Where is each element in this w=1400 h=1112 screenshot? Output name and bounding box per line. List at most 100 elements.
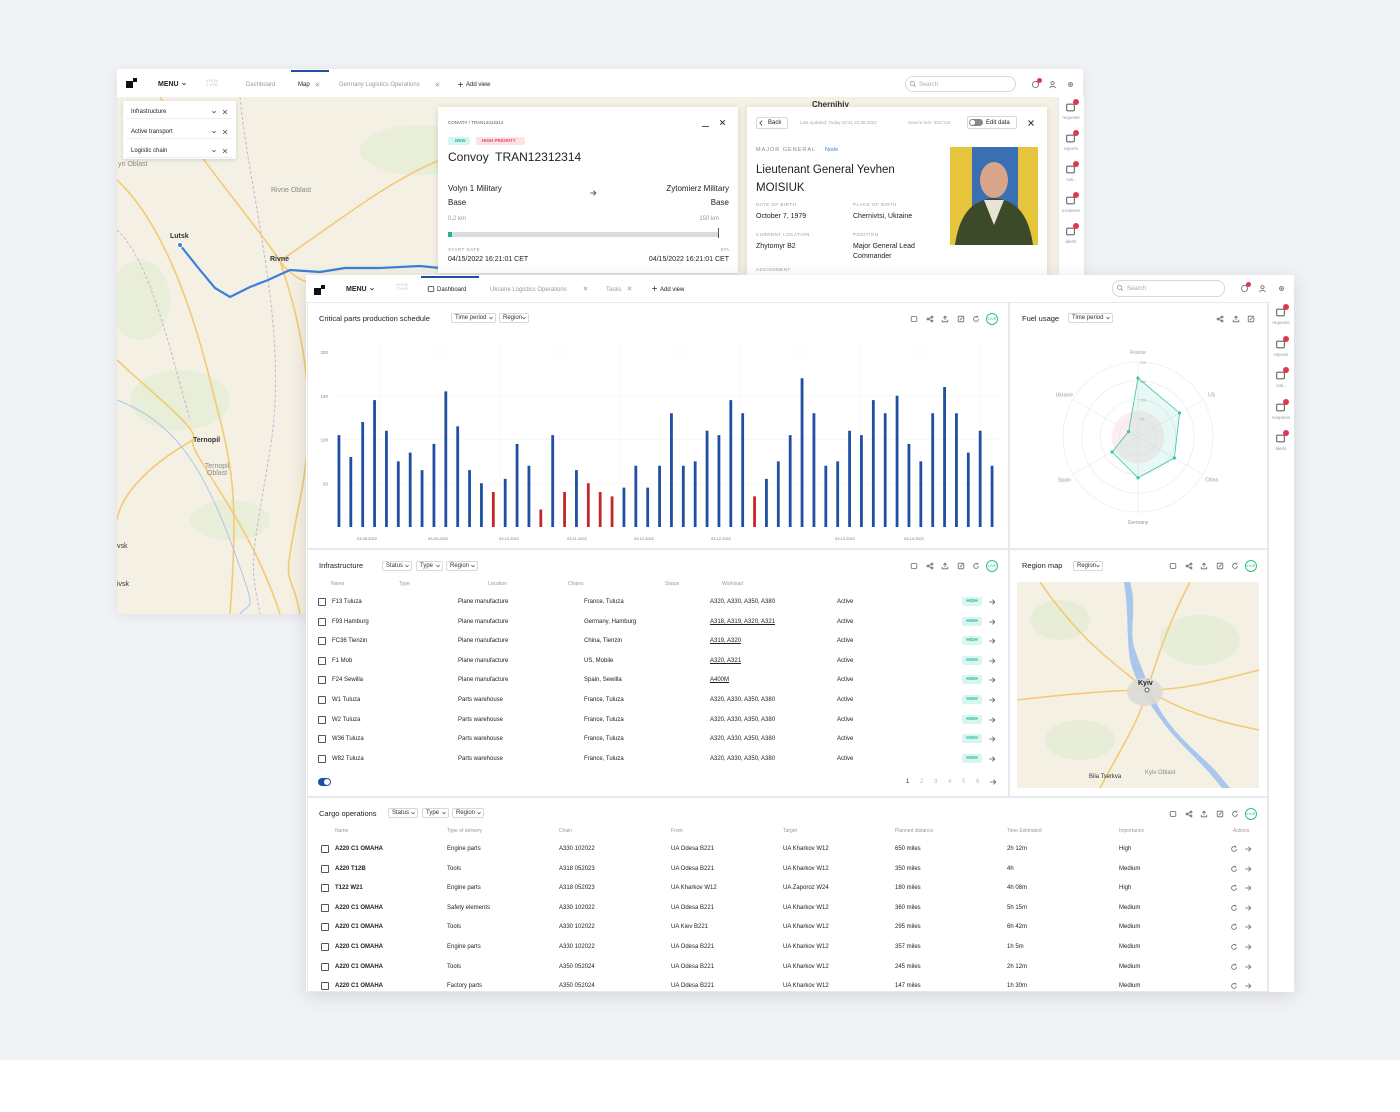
box-icon[interactable] <box>427 285 435 293</box>
share-icon[interactable] <box>1185 810 1193 818</box>
row-arrow[interactable] <box>988 637 996 645</box>
checkbox[interactable] <box>318 754 326 763</box>
add-view[interactable]: Add view <box>466 82 491 88</box>
dropdown-label[interactable]: Region <box>503 315 523 321</box>
dropdown[interactable] <box>499 313 529 323</box>
sidebar-icon[interactable] <box>1065 195 1076 206</box>
caret-icon[interactable] <box>180 80 188 88</box>
search-placeholder[interactable]: Search <box>1127 286 1147 292</box>
caret-icon[interactable] <box>210 128 218 136</box>
sidebar-label[interactable]: requests <box>1272 320 1290 325</box>
checkbox[interactable] <box>318 696 326 704</box>
sidebar-icon[interactable] <box>1275 402 1286 413</box>
dropdown-label[interactable]: Status <box>386 563 404 569</box>
sidebar-label[interactable]: noti.. <box>1276 383 1286 388</box>
checkbox[interactable] <box>321 982 329 991</box>
row-action[interactable] <box>1230 963 1238 971</box>
page-number[interactable]: 4 <box>948 779 952 785</box>
node-link[interactable]: Node <box>825 147 839 153</box>
page-number[interactable]: 1 <box>906 779 910 785</box>
refresh-icon[interactable] <box>1231 562 1239 570</box>
share-icon[interactable] <box>1185 562 1193 570</box>
dropdown[interactable] <box>446 561 478 571</box>
caret-icon[interactable] <box>520 314 528 322</box>
row-action[interactable] <box>1230 904 1238 912</box>
caret-icon[interactable] <box>1094 562 1102 570</box>
caret-icon[interactable] <box>368 285 376 293</box>
checkbox[interactable] <box>318 676 326 685</box>
row-arrow[interactable] <box>988 735 996 743</box>
refresh-icon[interactable] <box>972 315 980 323</box>
minimize[interactable] <box>702 126 709 127</box>
dropdown[interactable] <box>1073 561 1103 571</box>
share-icon[interactable] <box>1216 315 1224 323</box>
dropdown[interactable] <box>451 313 496 323</box>
row-action[interactable] <box>1230 982 1238 990</box>
sidebar-icon[interactable] <box>1065 133 1076 144</box>
search-icon[interactable] <box>909 80 917 88</box>
row-action[interactable] <box>1244 865 1252 873</box>
gear-icon[interactable] <box>1277 284 1286 293</box>
arrow-icon[interactable] <box>589 189 597 197</box>
caret-icon[interactable] <box>403 562 411 570</box>
caret-icon[interactable] <box>210 147 218 155</box>
tab[interactable]: Tasks <box>606 287 622 293</box>
x-icon[interactable] <box>1026 118 1036 128</box>
upload-icon[interactable] <box>941 315 949 323</box>
x-icon[interactable] <box>314 81 321 88</box>
filter-label[interactable]: Infrastructure <box>131 109 167 115</box>
sidebar-label[interactable]: suspects <box>1272 414 1290 420</box>
checkbox[interactable] <box>318 715 326 724</box>
row-action[interactable] <box>1244 963 1252 971</box>
dropdown-label[interactable]: Region <box>456 810 476 816</box>
x-icon[interactable] <box>221 108 229 116</box>
search-box[interactable] <box>1112 280 1225 297</box>
dropdown-label[interactable]: Time period <box>455 315 487 321</box>
row-arrow[interactable] <box>988 598 996 606</box>
upload-icon[interactable] <box>1200 562 1208 570</box>
edit-icon[interactable] <box>1216 562 1224 570</box>
x-icon[interactable] <box>582 285 589 292</box>
menu[interactable]: MENU <box>158 81 179 88</box>
search-box[interactable] <box>905 76 1016 92</box>
refresh-icon[interactable] <box>972 562 980 570</box>
dropdown-label[interactable]: Region <box>450 563 470 569</box>
next-page[interactable] <box>989 778 997 786</box>
row-arrow[interactable] <box>988 696 996 704</box>
x-icon[interactable] <box>718 118 727 127</box>
back-label[interactable]: Back <box>768 120 782 126</box>
caret-icon[interactable] <box>210 108 218 116</box>
checkbox[interactable] <box>318 598 326 606</box>
sidebar-label[interactable]: noti.. <box>1066 177 1076 182</box>
sidebar-icon[interactable] <box>1065 164 1076 175</box>
search-icon[interactable] <box>1116 284 1124 292</box>
tab[interactable]: Germany Logistics Operations <box>339 82 420 88</box>
box-icon[interactable] <box>1169 810 1177 818</box>
filter-row[interactable] <box>126 144 233 158</box>
share-icon[interactable] <box>926 562 934 570</box>
back-icon[interactable] <box>757 119 765 127</box>
dropdown[interactable] <box>1068 313 1113 323</box>
user-icon[interactable] <box>1048 80 1057 89</box>
refresh-icon[interactable] <box>1231 810 1239 818</box>
sidebar-label[interactable]: reports <box>1063 146 1078 151</box>
sidebar-label[interactable]: reports <box>1273 351 1288 357</box>
bell-icon[interactable] <box>1031 80 1040 89</box>
caret-icon[interactable] <box>475 809 483 817</box>
checkbox[interactable] <box>321 903 329 912</box>
sidebar-label[interactable]: alerts <box>1065 239 1077 244</box>
upload-icon[interactable] <box>1200 810 1208 818</box>
checkbox[interactable] <box>318 637 326 646</box>
sidebar-icon[interactable] <box>1065 226 1076 237</box>
dropdown-label[interactable]: Region <box>1077 563 1097 569</box>
x-icon[interactable] <box>221 128 229 136</box>
row-action[interactable] <box>1244 884 1252 892</box>
row-action[interactable] <box>1230 884 1238 892</box>
row-action[interactable] <box>1244 982 1252 990</box>
dropdown[interactable] <box>452 808 484 818</box>
filter-row[interactable] <box>126 105 233 119</box>
sidebar-icon[interactable] <box>1275 339 1286 350</box>
box-icon[interactable] <box>910 562 918 570</box>
x-icon[interactable] <box>626 285 633 292</box>
dropdown-label[interactable]: Time period <box>1072 315 1104 321</box>
